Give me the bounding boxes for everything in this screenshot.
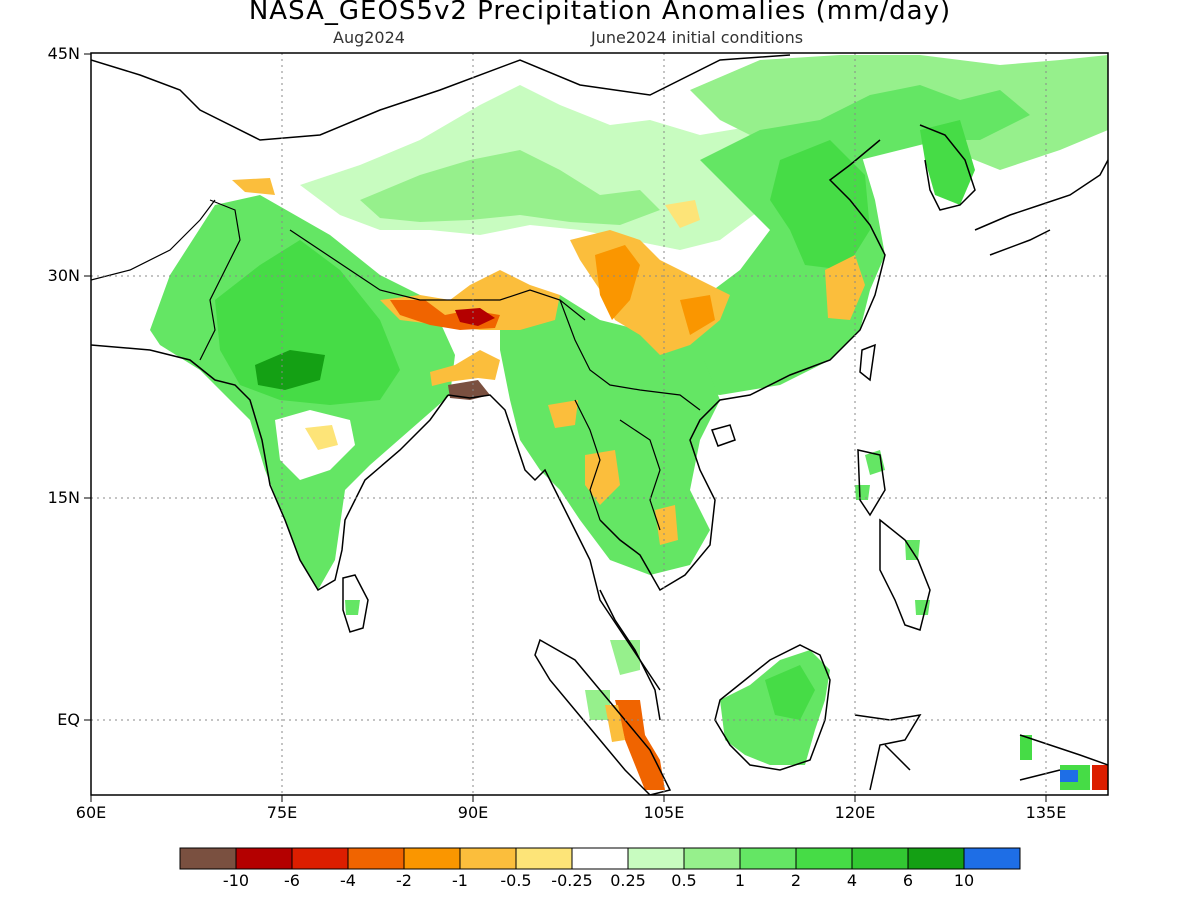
tibet-ring-dry [665, 200, 700, 228]
kashmir-dry [232, 178, 275, 195]
colorbar-tick-label: 6 [902, 871, 914, 890]
lon-label-75e: 75E [266, 803, 298, 822]
positive-anomaly-layer [150, 55, 1108, 790]
bay-of-bengal-coast [447, 394, 661, 691]
colorbar-swatch [403, 847, 461, 870]
colorbar-swatch [571, 847, 629, 870]
malaya-wet [585, 640, 640, 720]
lon-label-120e: 120E [834, 803, 876, 822]
bangladesh-dry [448, 380, 490, 400]
initial-conditions-note: June2024 initial conditions [591, 28, 804, 47]
india-coastline [91, 344, 449, 592]
colorbar-tick-label: -1 [452, 871, 468, 890]
north-china-wet [820, 85, 1030, 160]
colorbar-tick-label: -6 [284, 871, 300, 890]
sumatra-dry-edge [605, 705, 625, 742]
philippines-coast [857, 449, 931, 631]
colorbar-swatch [627, 847, 685, 870]
colorbar-swatch [291, 847, 349, 870]
indochina-wet [500, 295, 720, 575]
map-frame [90, 52, 1109, 796]
lat-label-15n: 15N [47, 488, 80, 507]
lat-label-30n: 30N [47, 266, 80, 285]
colorbar-swatch [907, 847, 965, 870]
colorbar-tick-label: -2 [396, 871, 412, 890]
tibet-wet [360, 150, 660, 225]
deccan-dry-core [305, 425, 338, 450]
border-layer [91, 199, 701, 531]
colorbar-swatch [459, 847, 517, 870]
lat-label-eq: EQ [57, 710, 80, 729]
colorbar-swatch [515, 847, 573, 870]
map-title: NASA_GEOS5v2 Precipitation Anomalies (mm… [248, 0, 952, 26]
lon-label-135e: 135E [1025, 803, 1067, 822]
forecast-month: Aug2024 [333, 28, 405, 47]
new-guinea-dry [1092, 765, 1108, 790]
sulawesi-coast [854, 713, 922, 791]
taiwan-coast [859, 343, 876, 382]
colorbar-tick-label: 0.25 [610, 871, 646, 890]
bangladesh-ring [430, 350, 500, 386]
deccan-dry [275, 410, 355, 480]
colorbar-tick-label: -0.5 [500, 871, 532, 890]
himalaya-border [289, 229, 586, 321]
japan-coast [974, 159, 1108, 256]
colorbar-tick-label: 2 [790, 871, 802, 890]
colorbar-swatch [235, 847, 293, 870]
colorbar-tick-label: 4 [846, 871, 858, 890]
colorbar-tick-label: -0.25 [551, 871, 593, 890]
colorbar-swatch [739, 847, 797, 870]
korea-wet [920, 120, 975, 205]
afghanistan-border [91, 199, 216, 281]
indochina-coast [599, 139, 886, 592]
coastline-layer [91, 54, 1108, 795]
lat-label-45n: 45N [47, 44, 80, 63]
colorbar-swatch [347, 847, 405, 870]
colorbar-swatch [963, 847, 1021, 870]
colorbar-tick-label: 1 [734, 871, 746, 890]
colorbar-tick-label: 0.5 [671, 871, 697, 890]
sri-lanka-coast [342, 574, 369, 633]
colorbar-tick-label: -4 [340, 871, 356, 890]
central-india-heavy [255, 350, 325, 390]
grid-lines [91, 53, 1108, 795]
myanmar-thailand-border [574, 399, 661, 531]
lon-label-90e: 90E [457, 803, 489, 822]
east-china-core [770, 140, 870, 270]
hainan-coast [711, 424, 736, 447]
yangtze-dry [825, 255, 865, 320]
china-indochina-border [559, 299, 701, 411]
nepal-heavy-dry [455, 308, 495, 326]
axis-ticks [84, 53, 1047, 802]
new-guinea-coast [1019, 734, 1108, 781]
lon-label-105e: 105E [643, 803, 685, 822]
colorbar-swatch [851, 847, 909, 870]
colorbar-tick-label: -10 [222, 871, 250, 890]
sri-lanka-wet [345, 600, 360, 615]
borneo-core [765, 665, 815, 720]
colorbar-swatch [795, 847, 853, 870]
india-pakistan-border [199, 199, 241, 361]
lon-label-60e: 60E [75, 803, 107, 822]
colorbar-tick-label: 10 [953, 871, 975, 890]
malay-peninsula-coast [599, 589, 661, 721]
sumatra-coast [534, 638, 672, 795]
north-border [91, 54, 791, 141]
korea-coast [919, 124, 976, 211]
sichuan-dry-core [595, 245, 715, 335]
colorbar-swatch [683, 847, 741, 870]
new-guinea-heavy [1060, 770, 1078, 782]
myanmar-dry [548, 400, 678, 545]
colorbar-swatch [179, 847, 237, 870]
